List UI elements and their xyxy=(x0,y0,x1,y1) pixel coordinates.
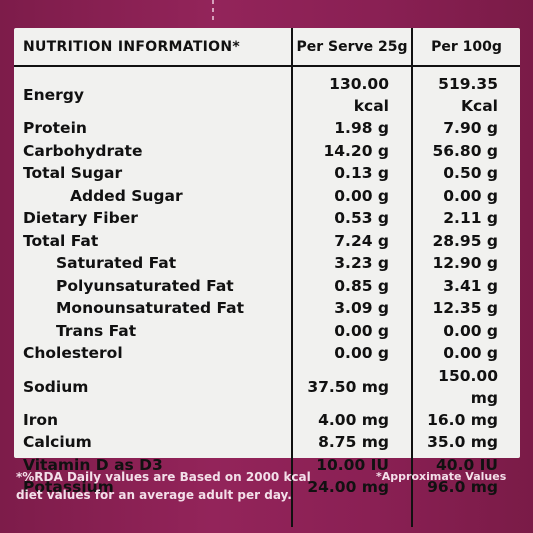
nutrient-name: Calcium xyxy=(23,433,92,452)
per-serve-value: 3.23 g xyxy=(291,252,412,275)
nutrient-name: Dietary Fiber xyxy=(23,209,138,228)
per-100g-value: 28.95 g xyxy=(411,229,520,252)
table-row: Total Sugar 0.13 g 0.50 g xyxy=(14,162,520,185)
per-100g-value: 3.41 g xyxy=(411,274,520,297)
per-100g-value: 0.00 g xyxy=(411,184,520,207)
table-row: Added Sugar 0.00 g 0.00 g xyxy=(14,184,520,207)
per-serve-value: 0.53 g xyxy=(291,207,412,230)
nutrient-name: Monounsaturated Fat xyxy=(56,299,245,318)
nutrient-name: Polyunsaturated Fat xyxy=(56,276,234,295)
per-serve-value: 0.85 g xyxy=(291,274,412,297)
nutrition-table: NUTRITION INFORMATION* Per Serve 25g Per… xyxy=(14,28,520,527)
nutrient-name: Added Sugar xyxy=(70,186,183,205)
nutrient-name: Trans Fat xyxy=(56,321,137,340)
per-100g-value: 56.80 g xyxy=(411,139,520,162)
table-row: Sodium 37.50 mg 150.00 mg xyxy=(14,364,520,409)
nutrient-name: Iron xyxy=(23,410,59,429)
per-100g-value: 519.35 Kcal xyxy=(411,73,520,117)
per-100g-value: 40.0 IU xyxy=(411,453,520,476)
per-serve-value: 0.00 g xyxy=(291,342,412,365)
per-100g-value: 0.50 g xyxy=(411,162,520,185)
per-serve-value: 0.00 g xyxy=(291,319,412,342)
header-per-serve: Per Serve 25g xyxy=(291,28,412,67)
per-serve-value: 4.00 mg xyxy=(291,408,412,431)
table-row: Monounsaturated Fat 3.09 g 12.35 g xyxy=(14,297,520,320)
nutrient-name: Total Sugar xyxy=(23,164,123,183)
per-serve-value: 0.13 g xyxy=(291,162,412,185)
per-100g-value: 150.00 mg xyxy=(411,364,520,409)
nutrient-name: Potassium xyxy=(23,478,114,497)
rda-footnote-line2: diet values for an average adult per day… xyxy=(16,488,292,502)
table-row: Cholesterol 0.00 g 0.00 g xyxy=(14,342,520,365)
packaging-seam xyxy=(212,0,214,20)
nutrient-name: Protein xyxy=(23,119,87,138)
per-serve-value: 0.00 g xyxy=(291,184,412,207)
per-100g-value: 2.11 g xyxy=(411,207,520,230)
table-row: Polyunsaturated Fat 0.85 g 3.41 g xyxy=(14,274,520,297)
per-100g-value: 96.0 mg xyxy=(411,476,520,499)
nutrient-name: Cholesterol xyxy=(23,344,123,363)
table-row: Iron 4.00 mg 16.0 mg xyxy=(14,408,520,431)
per-100g-value: 0.00 g xyxy=(411,319,520,342)
nutrient-name: Total Fat xyxy=(23,231,99,250)
per-serve-value: 14.20 g xyxy=(291,139,412,162)
per-serve-value: 37.50 mg xyxy=(291,364,412,409)
table-row: Total Fat 7.24 g 28.95 g xyxy=(14,229,520,252)
per-serve-value: 8.75 mg xyxy=(291,431,412,454)
per-100g-value: 0.00 g xyxy=(411,342,520,365)
per-100g-value: 7.90 g xyxy=(411,117,520,140)
nutrient-name: Sodium xyxy=(23,377,89,396)
table-row: Protein 1.98 g 7.90 g xyxy=(14,117,520,140)
nutrient-name: Carbohydrate xyxy=(23,141,143,160)
nutrient-name: Vitamin D as D3 xyxy=(23,455,163,474)
per-serve-value: 130.00 kcal xyxy=(291,73,412,117)
per-100g-value: 16.0 mg xyxy=(411,408,520,431)
nutrient-name: Energy xyxy=(23,86,84,104)
header-nutrient: NUTRITION INFORMATION* xyxy=(14,28,292,67)
table-row: Potassium 24.00 mg 96.0 mg xyxy=(14,476,520,499)
table-row: Trans Fat 0.00 g 0.00 g xyxy=(14,319,520,342)
nutrient-name: Saturated Fat xyxy=(56,254,177,273)
table-row: Carbohydrate 14.20 g 56.80 g xyxy=(14,139,520,162)
table-row: Dietary Fiber 0.53 g 2.11 g xyxy=(14,207,520,230)
per-serve-value: 10.00 IU xyxy=(291,453,412,476)
per-100g-value: 12.35 g xyxy=(411,297,520,320)
per-serve-value: 3.09 g xyxy=(291,297,412,320)
table-row: Vitamin D as D3 10.00 IU 40.0 IU xyxy=(14,453,520,476)
approximate-values-note: *Approximate Values xyxy=(376,470,507,483)
rda-footnote: *%RDA Daily values are Based on 2000 kca… xyxy=(16,468,346,504)
per-serve-value: 7.24 g xyxy=(291,229,412,252)
per-serve-value: 1.98 g xyxy=(291,117,412,140)
header-per-100g: Per 100g xyxy=(411,28,520,67)
table-row: Saturated Fat 3.23 g 12.90 g xyxy=(14,252,520,275)
per-serve-value: 24.00 mg xyxy=(291,476,412,499)
table-row: Energy 130.00 kcal 519.35 Kcal xyxy=(14,73,520,117)
rda-footnote-line1: *%RDA Daily values are Based on 2000 kca… xyxy=(16,470,311,484)
table-row: Calcium 8.75 mg 35.0 mg xyxy=(14,431,520,454)
per-100g-value: 35.0 mg xyxy=(411,431,520,454)
per-100g-value: 12.90 g xyxy=(411,252,520,275)
table-header-row: NUTRITION INFORMATION* Per Serve 25g Per… xyxy=(14,28,520,67)
